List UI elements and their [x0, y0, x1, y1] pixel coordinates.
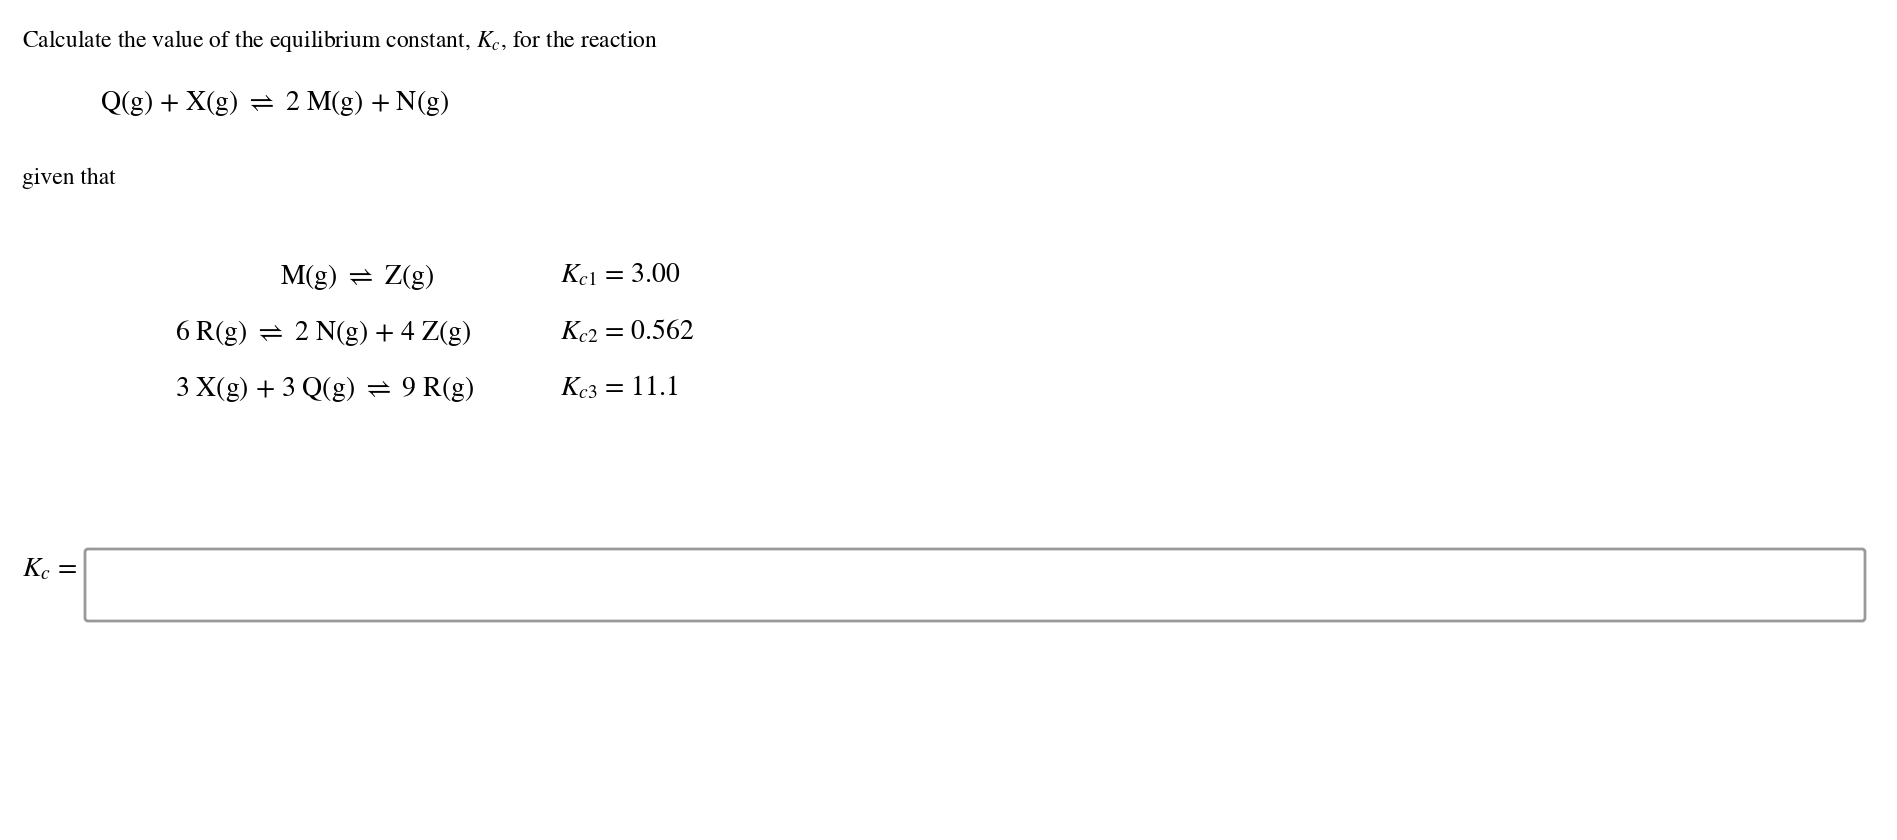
Text: Calculate the value of the equilibrium constant, $K_c$, for the reaction: Calculate the value of the equilibrium c…	[23, 28, 658, 54]
Text: $K_{c1}$ = 3.00: $K_{c1}$ = 3.00	[560, 262, 681, 289]
Text: $K_{c3}$ = 11.1: $K_{c3}$ = 11.1	[560, 374, 679, 402]
Text: M(g) $\rightleftharpoons$ Z(g): M(g) $\rightleftharpoons$ Z(g)	[281, 262, 434, 292]
Text: given that: given that	[23, 168, 116, 190]
Text: $K_{c2}$ = 0.562: $K_{c2}$ = 0.562	[560, 318, 694, 345]
Text: 6 R(g) $\rightleftharpoons$ 2 N(g) + 4 Z(g): 6 R(g) $\rightleftharpoons$ 2 N(g) + 4 Z…	[175, 318, 470, 348]
FancyBboxPatch shape	[85, 549, 1865, 621]
Text: 3 X(g) + 3 Q(g) $\rightleftharpoons$ 9 R(g): 3 X(g) + 3 Q(g) $\rightleftharpoons$ 9 R…	[175, 374, 474, 404]
Text: Q(g) + X(g) $\rightleftharpoons$ 2 M(g) + N(g): Q(g) + X(g) $\rightleftharpoons$ 2 M(g) …	[101, 88, 450, 118]
Text: $K_c$ =: $K_c$ =	[23, 557, 78, 583]
